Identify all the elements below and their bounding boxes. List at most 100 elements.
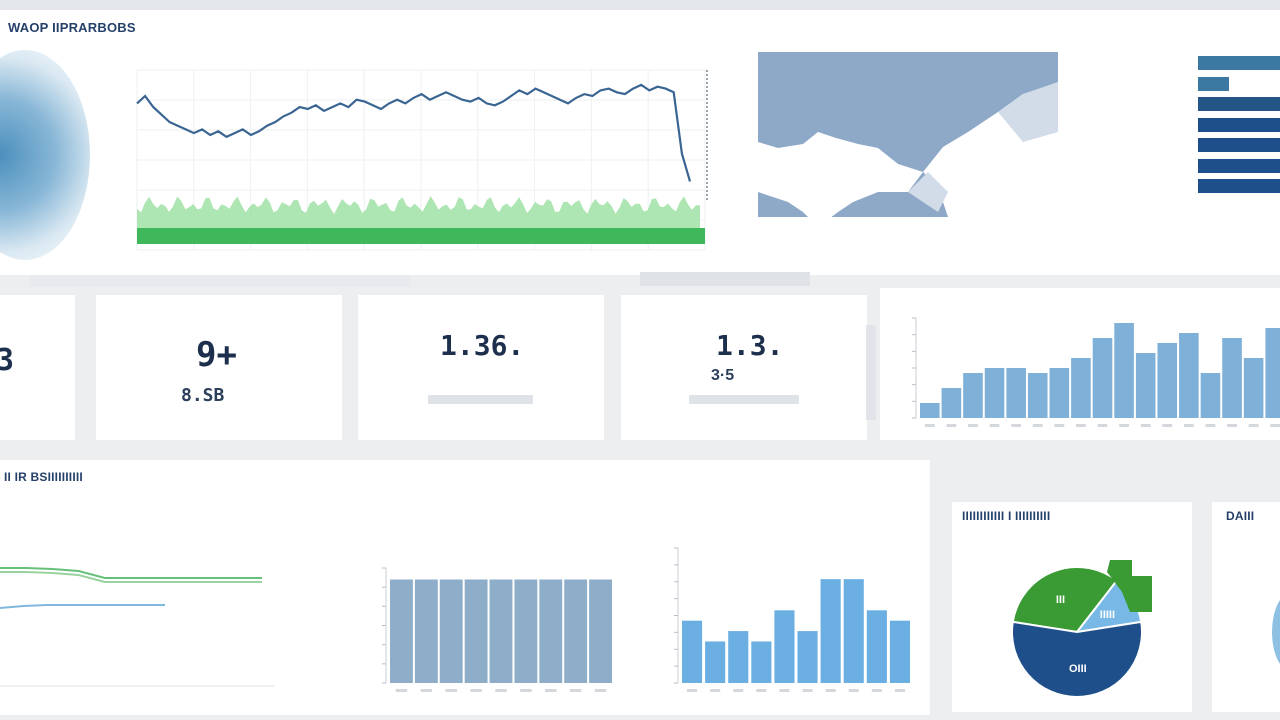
- x-tick-label: [968, 424, 978, 427]
- x-tick-label: [545, 689, 557, 692]
- map-graphic: [758, 52, 1058, 227]
- x-tick-label: [445, 689, 457, 692]
- kpi-progress-bar: [689, 395, 799, 404]
- series-line: [0, 571, 262, 583]
- kpi-value: 3: [0, 343, 15, 378]
- bar: [920, 403, 940, 418]
- map-land: [758, 82, 1058, 227]
- hbar: [1198, 76, 1230, 91]
- hbar: [1198, 56, 1280, 70]
- pie-callout: [1107, 560, 1152, 612]
- x-tick-label: [520, 689, 532, 692]
- bar: [489, 579, 513, 683]
- kpi-subvalue: 8.SB: [181, 385, 225, 406]
- kpi-progress-bar: [428, 395, 533, 404]
- bar: [1027, 373, 1048, 418]
- pie-panel: IIIIIIIIIIII I IIIIIIIIII III IIIII OIII: [952, 502, 1192, 712]
- pie-slice: [1011, 620, 1143, 698]
- x-tick-label: [395, 689, 408, 692]
- bar: [1092, 338, 1113, 418]
- x-tick-label: [1227, 424, 1237, 427]
- x-tick-label: [848, 689, 859, 692]
- bar: [1071, 358, 1091, 418]
- hbar: [1198, 158, 1280, 173]
- bar-chart-3: [674, 547, 910, 692]
- bar: [889, 620, 910, 683]
- x-tick-label: [687, 689, 698, 692]
- kpi-card: 9+ 8.SB: [96, 295, 342, 440]
- bar: [820, 579, 841, 683]
- pie-fragment: [1272, 592, 1280, 672]
- x-tick-label: [894, 689, 905, 692]
- bar: [1243, 358, 1264, 418]
- kpi-value: 1.3.: [716, 329, 784, 362]
- series-line: [136, 83, 692, 182]
- top-line-chart: [136, 69, 708, 251]
- bottom-panel: II IR BSIIIIIIIIII: [0, 460, 930, 715]
- x-tick-label: [1076, 424, 1086, 427]
- series-line: [0, 604, 165, 609]
- bar: [439, 579, 463, 683]
- bar: [514, 579, 538, 683]
- x-tick-label: [495, 689, 507, 692]
- bar: [539, 579, 563, 683]
- bar: [564, 579, 588, 683]
- bar: [1157, 343, 1178, 418]
- x-tick-label: [1097, 424, 1108, 427]
- hbar: [1198, 97, 1280, 111]
- x-tick-label: [470, 689, 482, 692]
- bar: [843, 579, 864, 683]
- x-tick-label: [1183, 424, 1194, 427]
- map-land-shadow: [998, 82, 1058, 142]
- scroll-strip[interactable]: [30, 275, 410, 287]
- bar: [464, 579, 488, 683]
- x-tick-label: [779, 689, 790, 692]
- x-tick-label: [420, 689, 433, 692]
- bar: [866, 610, 887, 683]
- x-tick-label: [594, 689, 607, 692]
- x-tick-label: [1011, 424, 1022, 427]
- area-fill: [137, 196, 700, 228]
- range-band: [137, 228, 705, 244]
- pie-slice: [1011, 566, 1119, 634]
- x-tick-label: [989, 424, 1000, 427]
- x-tick-label: [1162, 424, 1173, 427]
- scrollbar[interactable]: [866, 325, 876, 420]
- kpi-card: 3: [0, 295, 75, 440]
- hbar: [1198, 138, 1280, 152]
- bar: [1114, 323, 1134, 418]
- x-tick-label: [1248, 424, 1259, 427]
- x-tick-label: [1119, 424, 1129, 427]
- right-panel: DAIII: [1212, 502, 1280, 712]
- bar: [963, 373, 983, 418]
- bar: [728, 631, 749, 683]
- bar: [682, 620, 703, 683]
- bar: [1200, 373, 1221, 418]
- scroll-strip[interactable]: [640, 272, 810, 286]
- kpi-subvalue: 3·5: [711, 367, 735, 384]
- x-tick-label: [733, 689, 744, 692]
- x-tick-label: [756, 689, 767, 692]
- pie-slice-label: OIII: [1069, 663, 1087, 675]
- bar: [414, 579, 438, 683]
- kpi-value: 1.36.: [440, 329, 525, 362]
- x-tick-label: [825, 689, 836, 692]
- pie-slice-label: IIIII: [1100, 609, 1115, 621]
- bar-chart-panel: [880, 288, 1280, 440]
- map-land-shadow-2: [908, 172, 948, 212]
- x-tick-label: [1270, 424, 1280, 427]
- kpi-value: 9+: [196, 335, 237, 375]
- multi-line-chart: [0, 567, 275, 687]
- section-title: II IR BSIIIIIIIIII: [4, 470, 83, 484]
- bar: [774, 610, 795, 683]
- x-tick-label: [1205, 424, 1216, 427]
- dashboard-title: WAOP IIPRARBOBS: [8, 20, 136, 35]
- bar: [1006, 368, 1026, 418]
- bar: [705, 641, 726, 683]
- kpi-card: 1.3. 3·5: [621, 295, 867, 440]
- bar-chart-1: [912, 317, 1280, 427]
- pie-slice-label: III: [1056, 594, 1065, 606]
- bar: [589, 579, 612, 683]
- bar: [1049, 368, 1070, 418]
